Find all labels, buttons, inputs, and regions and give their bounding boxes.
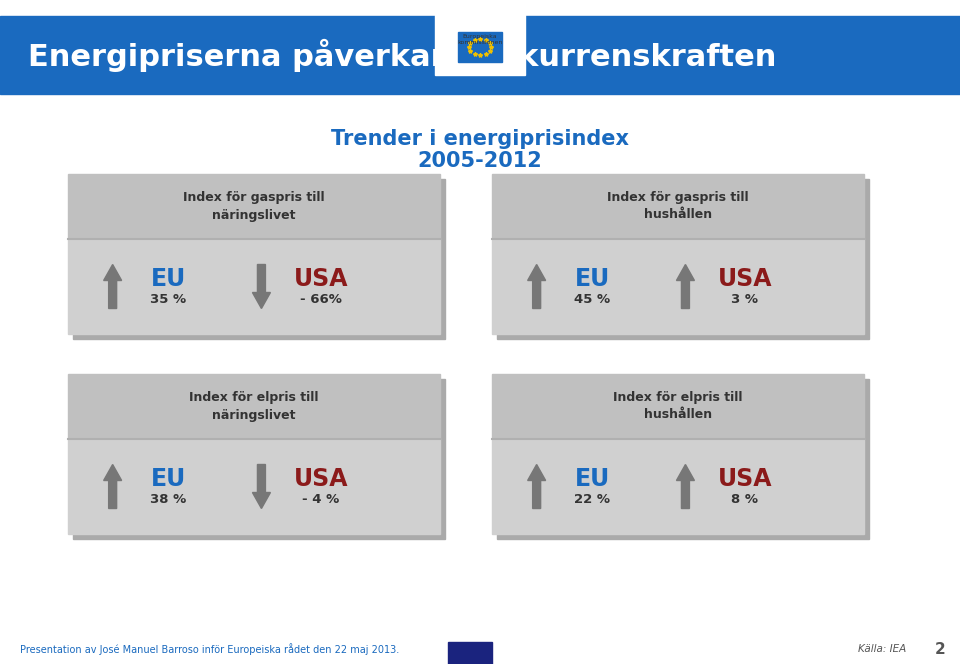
FancyArrow shape bbox=[104, 465, 122, 509]
Text: USA: USA bbox=[718, 266, 772, 291]
Bar bbox=[73, 379, 445, 539]
Bar bbox=[448, 642, 492, 664]
Bar bbox=[492, 439, 864, 534]
Text: USA: USA bbox=[718, 467, 772, 491]
Text: 22 %: 22 % bbox=[574, 493, 611, 506]
Text: - 66%: - 66% bbox=[300, 293, 342, 306]
FancyArrow shape bbox=[677, 465, 694, 509]
Bar bbox=[0, 16, 960, 94]
Text: EU: EU bbox=[151, 266, 186, 291]
Text: USA: USA bbox=[294, 266, 348, 291]
Bar bbox=[497, 179, 869, 339]
Text: Index för gaspris till
hushållen: Index för gaspris till hushållen bbox=[607, 191, 749, 222]
Text: Index för gaspris till
näringslivet: Index för gaspris till näringslivet bbox=[183, 191, 324, 222]
Text: 2: 2 bbox=[935, 641, 946, 657]
Text: Index för elpris till
hushållen: Index för elpris till hushållen bbox=[613, 392, 743, 422]
Text: 35 %: 35 % bbox=[151, 293, 186, 306]
Text: Presentation av José Manuel Barroso inför Europeiska rådet den 22 maj 2013.: Presentation av José Manuel Barroso infö… bbox=[20, 643, 399, 655]
Bar bbox=[492, 174, 864, 239]
Text: 3 %: 3 % bbox=[732, 293, 758, 306]
Text: Index för elpris till
näringslivet: Index för elpris till näringslivet bbox=[189, 392, 319, 422]
FancyArrow shape bbox=[528, 264, 545, 309]
FancyArrow shape bbox=[252, 264, 271, 309]
Text: USA: USA bbox=[294, 467, 348, 491]
Text: Europeiska
kommissionen: Europeiska kommissionen bbox=[457, 34, 503, 44]
Text: Energipriserna påverkar konkurrenskraften: Energipriserna påverkar konkurrenskrafte… bbox=[28, 39, 777, 72]
Text: 2005-2012: 2005-2012 bbox=[418, 151, 542, 171]
Text: EU: EU bbox=[151, 467, 186, 491]
Text: 45 %: 45 % bbox=[574, 293, 611, 306]
Bar bbox=[458, 32, 502, 62]
Text: 38 %: 38 % bbox=[151, 493, 186, 506]
FancyArrow shape bbox=[104, 264, 122, 309]
Bar bbox=[68, 439, 440, 534]
Bar bbox=[68, 239, 440, 334]
Bar bbox=[492, 374, 864, 439]
Text: Trender i energiprisindex: Trender i energiprisindex bbox=[331, 129, 629, 149]
Bar bbox=[435, 0, 525, 75]
Bar bbox=[492, 239, 864, 334]
Text: EU: EU bbox=[575, 266, 610, 291]
Bar bbox=[68, 374, 440, 439]
Text: - 4 %: - 4 % bbox=[302, 493, 340, 506]
FancyArrow shape bbox=[677, 264, 694, 309]
FancyArrow shape bbox=[528, 465, 545, 509]
Bar bbox=[73, 179, 445, 339]
Bar bbox=[68, 174, 440, 239]
Bar bbox=[497, 379, 869, 539]
Text: EU: EU bbox=[575, 467, 610, 491]
Text: 8 %: 8 % bbox=[732, 493, 758, 506]
Text: Källa: IEA: Källa: IEA bbox=[858, 644, 906, 654]
FancyArrow shape bbox=[252, 465, 271, 509]
